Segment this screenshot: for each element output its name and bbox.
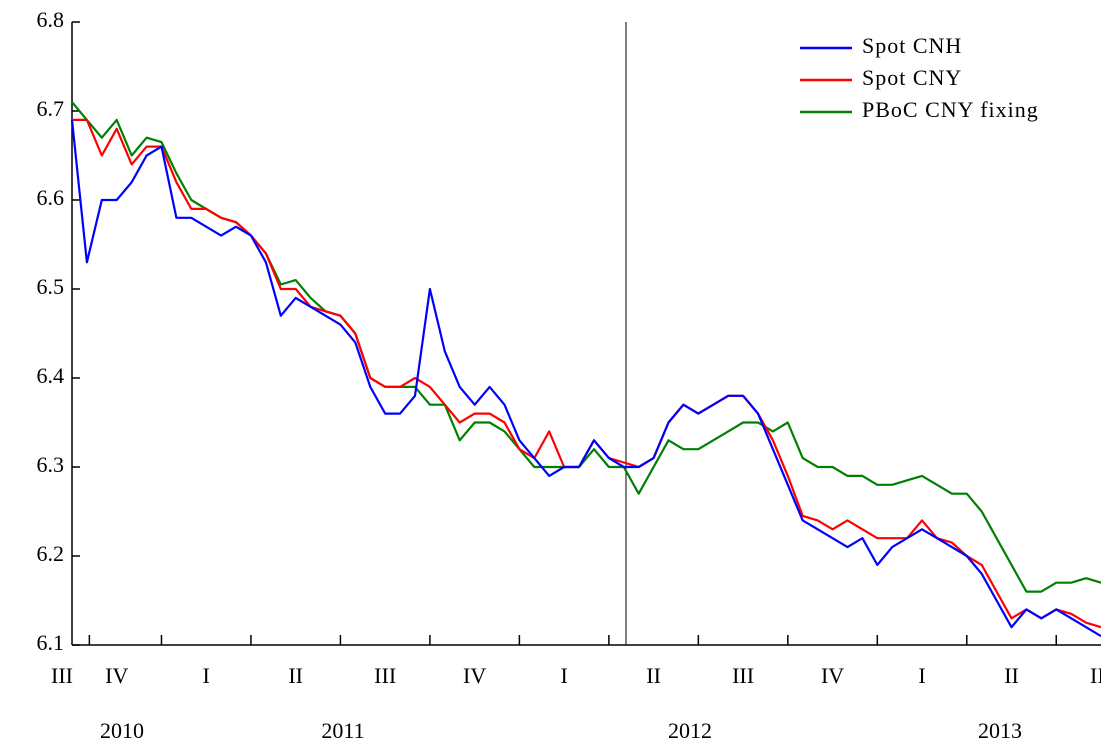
series-line <box>71 101 1101 593</box>
x-tick-label: III <box>51 663 73 688</box>
y-tick-label: 6.2 <box>37 541 65 566</box>
x-tick-label: II <box>288 663 303 688</box>
series-line <box>70 119 1101 638</box>
year-label: 2010 <box>100 718 144 743</box>
legend-label: Spot CNH <box>862 33 962 58</box>
y-tick-label: 6.4 <box>37 363 65 388</box>
x-tick-label: IV <box>821 663 844 688</box>
y-tick-label: 6.1 <box>37 630 65 655</box>
x-tick-label: I <box>560 663 567 688</box>
year-label: 2013 <box>978 718 1022 743</box>
x-tick-label: I <box>918 663 925 688</box>
year-label: 2012 <box>668 718 712 743</box>
x-tick-label: III <box>374 663 396 688</box>
x-tick-label: III <box>732 663 754 688</box>
y-tick-label: 6.7 <box>37 96 65 121</box>
series-line <box>72 118 1101 629</box>
x-tick-label: I <box>203 663 210 688</box>
y-tick-label: 6.8 <box>37 7 65 32</box>
legend-label: PBoC CNY fixing <box>862 97 1039 122</box>
x-tick-label: III <box>1090 663 1101 688</box>
y-tick-label: 6.5 <box>37 274 65 299</box>
x-tick-label: IV <box>463 663 486 688</box>
x-tick-label: IV <box>105 663 128 688</box>
x-tick-label: II <box>646 663 661 688</box>
y-tick-label: 6.6 <box>37 185 65 210</box>
x-tick-label: II <box>1004 663 1019 688</box>
y-tick-label: 6.3 <box>37 452 65 477</box>
year-label: 2011 <box>321 718 364 743</box>
legend-label: Spot CNY <box>862 65 962 90</box>
